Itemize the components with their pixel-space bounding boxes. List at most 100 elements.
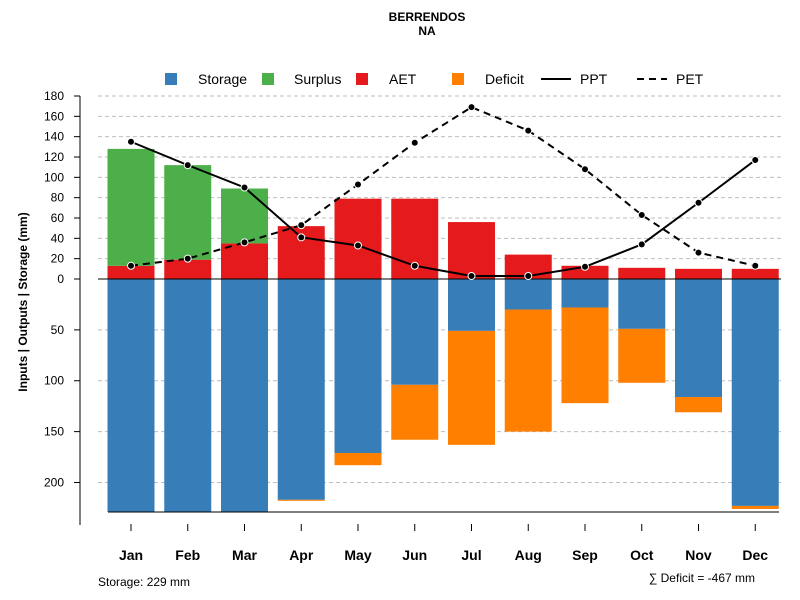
y-axis-label: Inputs | Outputs | Storage (mm) — [16, 212, 30, 391]
x-tick-label: Mar — [232, 547, 257, 563]
storage-bar — [221, 279, 268, 512]
deficit-note: ∑ Deficit = -467 mm — [649, 571, 755, 585]
aet-bar — [107, 265, 155, 279]
pet-point — [694, 248, 703, 257]
pet-point — [637, 210, 646, 219]
aet-bar — [164, 259, 212, 279]
x-tick-label: Aug — [515, 547, 542, 563]
storage-bar — [448, 279, 495, 331]
deficit-bar — [334, 452, 382, 466]
deficit-bar — [618, 328, 666, 383]
y-tick-label: 80 — [51, 191, 65, 205]
y-tick-label: 0 — [57, 272, 64, 286]
series-lines — [127, 103, 760, 280]
pet-point — [240, 238, 249, 247]
ppt-line — [130, 140, 756, 277]
ppt-point — [751, 156, 760, 165]
y-tick-label: 100 — [44, 170, 64, 184]
ppt-point — [240, 183, 249, 192]
ppt-point — [410, 261, 419, 270]
ppt-point — [127, 137, 135, 146]
x-tick-label: Sep — [572, 547, 598, 563]
storage-bar — [277, 279, 325, 500]
legend-swatch-surplus — [262, 73, 274, 85]
aet-bar — [618, 267, 666, 279]
bars — [107, 148, 779, 512]
pet-point — [183, 254, 192, 263]
ppt-point — [637, 240, 646, 249]
legend-label-surplus: Surplus — [294, 71, 341, 87]
ppt-point — [183, 161, 192, 170]
y-tick-label: 100 — [44, 374, 64, 388]
y-tick-label: 50 — [51, 323, 65, 337]
surplus-bar — [221, 188, 268, 244]
y-tick-label: 200 — [44, 475, 64, 489]
legend-label-pet: PET — [676, 71, 704, 87]
chart-title: BERRENDOS — [389, 10, 466, 24]
legend-label-storage: Storage — [198, 71, 247, 87]
aet-bar — [334, 198, 382, 279]
legend-swatch-deficit — [452, 73, 464, 85]
x-tick-label: Dec — [742, 547, 768, 563]
storage-bar — [675, 279, 722, 398]
surplus-bar — [107, 148, 155, 266]
pet-point — [751, 261, 760, 270]
pet-point — [524, 126, 533, 135]
deficit-bar — [731, 505, 779, 509]
deficit-bar — [277, 499, 325, 501]
pet-point — [127, 261, 135, 270]
y-tick-label: 40 — [51, 231, 65, 245]
y-tick-label: 140 — [44, 130, 64, 144]
x-tick-label: Jan — [119, 547, 143, 563]
ppt-point — [524, 271, 533, 280]
x-tick-label: Jul — [461, 547, 481, 563]
ppt-point — [354, 241, 362, 250]
ppt-point — [297, 233, 306, 242]
legend-label-ppt: PPT — [580, 71, 608, 87]
x-tick-label: Nov — [685, 547, 712, 563]
storage-bar — [391, 279, 439, 385]
x-tick-label: Apr — [289, 547, 314, 563]
deficit-bar — [675, 397, 722, 413]
surplus-bar — [164, 165, 212, 260]
storage-bar — [164, 279, 212, 512]
axes: 0 20 40 60 80 100 120 140 160 180 50 100 150 200 Jan Fe… — [44, 89, 781, 563]
x-tick-label: Oct — [630, 547, 654, 563]
x-tick-label: Feb — [175, 547, 200, 563]
storage-bar — [334, 279, 382, 453]
storage-bar — [504, 279, 552, 310]
x-tick-label: May — [344, 547, 371, 563]
y-tick-label: 60 — [51, 211, 65, 225]
aet-bar — [448, 222, 495, 279]
storage-note: Storage: 229 mm — [98, 575, 190, 589]
legend-swatch-aet — [356, 73, 368, 85]
pet-point — [581, 165, 589, 174]
storage-bar — [561, 279, 609, 308]
ppt-point — [581, 262, 589, 271]
deficit-bar — [561, 307, 609, 404]
pet-point — [354, 180, 362, 189]
ppt-point — [467, 271, 476, 280]
pet-point — [410, 138, 419, 147]
y-tick-label: 180 — [44, 89, 64, 103]
pet-point — [467, 103, 476, 112]
chart-subtitle: NA — [418, 24, 436, 38]
aet-bar — [221, 243, 268, 279]
y-tick-label: 20 — [51, 252, 65, 266]
deficit-bar — [448, 330, 495, 445]
y-tick-label: 120 — [44, 150, 64, 164]
storage-bar — [731, 279, 779, 506]
legend-label-deficit: Deficit — [485, 71, 524, 87]
legend-label-aet: AET — [389, 71, 417, 87]
deficit-bar — [391, 384, 439, 440]
chart-legend: Storage Surplus AET Deficit PPT PET — [165, 71, 704, 87]
x-tick-label: Jun — [402, 547, 427, 563]
y-tick-label: 150 — [44, 425, 64, 439]
storage-bar — [618, 279, 666, 329]
aet-bar — [731, 268, 779, 279]
legend-swatch-storage — [165, 73, 177, 85]
pet-line — [130, 106, 756, 267]
storage-bar — [107, 279, 155, 512]
y-tick-label: 160 — [44, 109, 64, 123]
